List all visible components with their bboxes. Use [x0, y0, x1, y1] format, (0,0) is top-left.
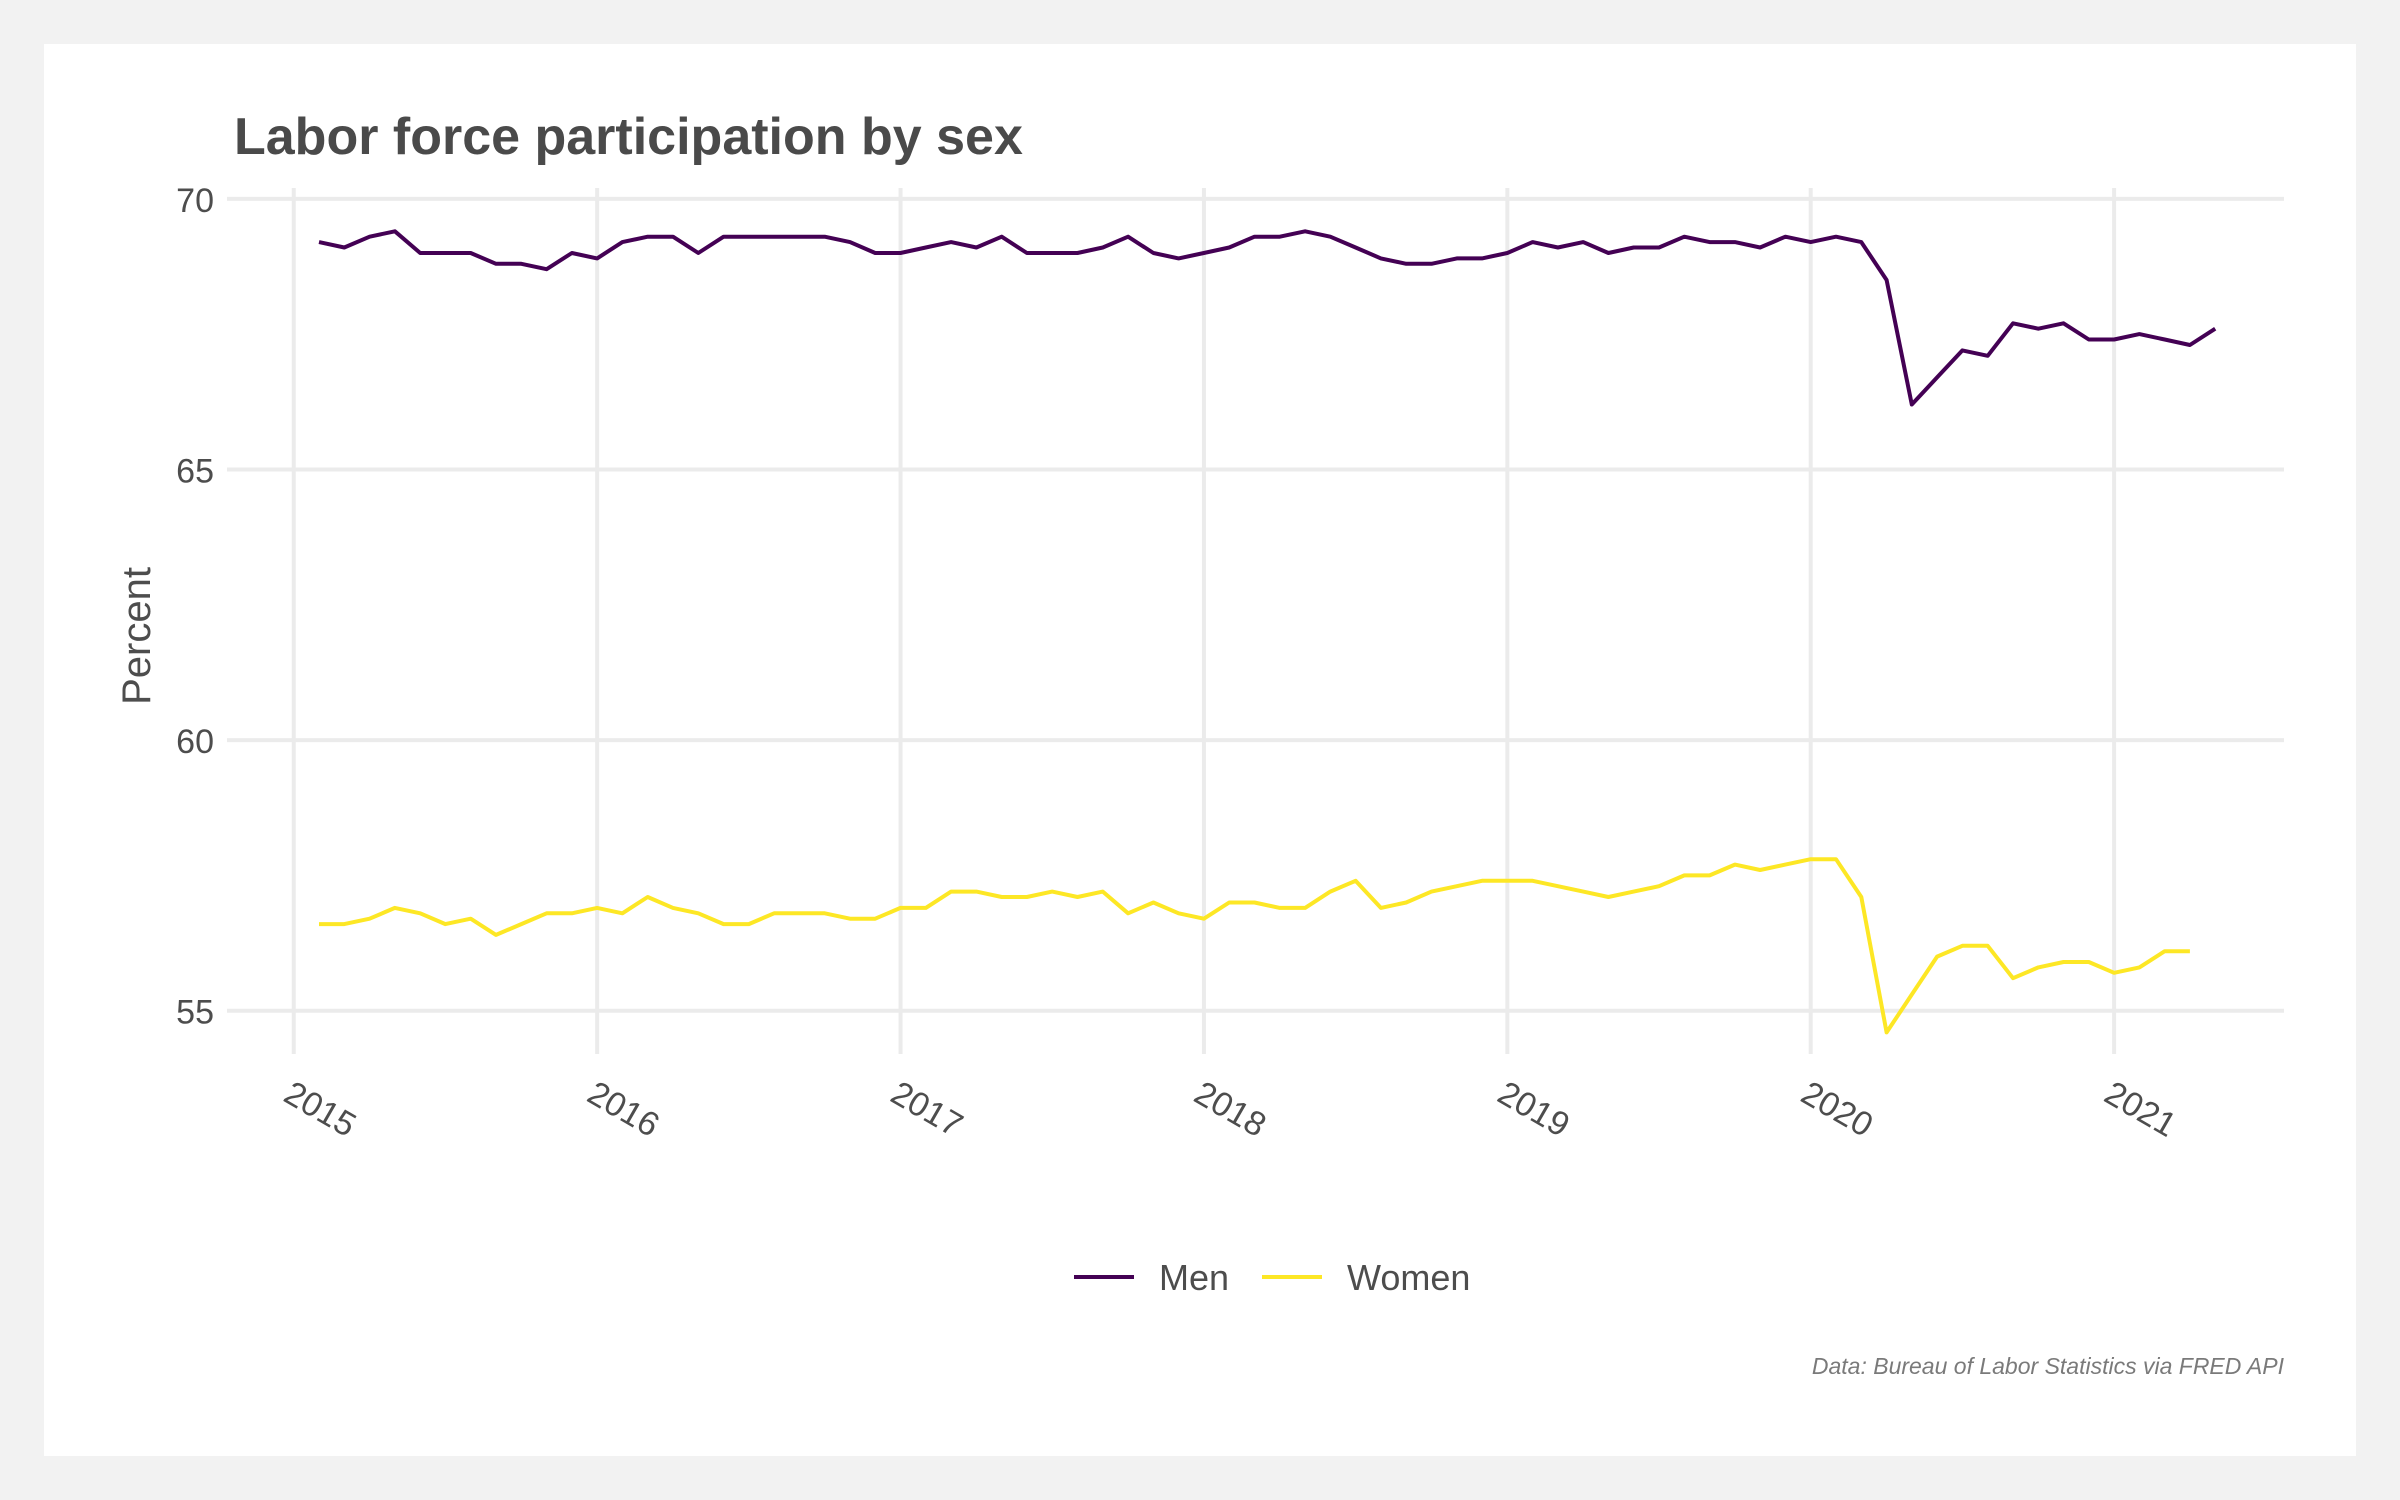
- y-tick-label: 65: [176, 452, 214, 490]
- y-axis-label: Percent: [115, 567, 159, 705]
- line-chart: Labor force participation by sex 55 60 65 7…: [115, 108, 2285, 1379]
- legend: Men Women: [1074, 1257, 1470, 1298]
- x-tick-label: 2016: [581, 1074, 666, 1145]
- x-tick-label: 2019: [1491, 1074, 1576, 1145]
- x-tick-label: 2021: [2098, 1074, 2183, 1145]
- x-tick-label: 2018: [1188, 1074, 1273, 1145]
- x-tick-label: 2017: [885, 1074, 970, 1145]
- x-tick-label: 2020: [1795, 1074, 1880, 1145]
- series-line-men: [318, 229, 2217, 407]
- series-lines: [318, 229, 2217, 1035]
- grid-lines: [227, 188, 2284, 1054]
- y-tick-label: 55: [176, 994, 214, 1032]
- legend-label-women: Women: [1347, 1257, 1470, 1298]
- series-line-women: [319, 857, 2190, 1035]
- y-tick-label: 70: [176, 182, 214, 220]
- x-axis-ticks: 2015 2016 2017 2018 2019 2020 2021: [278, 1074, 2183, 1145]
- legend-label-men: Men: [1159, 1257, 1229, 1298]
- chart-caption: Data: Bureau of Labor Statistics via FRE…: [1812, 1353, 2285, 1379]
- y-axis-ticks: 55 60 65 70: [176, 182, 214, 1032]
- x-tick-label: 2015: [278, 1074, 363, 1145]
- chart-title: Labor force participation by sex: [234, 108, 1023, 166]
- chart-card: Labor force participation by sex 55 60 65 7…: [44, 44, 2356, 1456]
- y-tick-label: 60: [176, 723, 214, 761]
